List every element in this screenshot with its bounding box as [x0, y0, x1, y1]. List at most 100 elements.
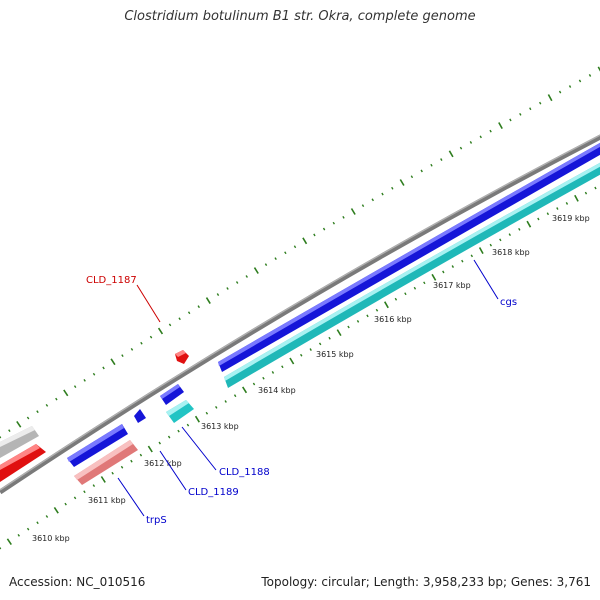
- inner-minor-tick: [252, 382, 256, 386]
- inner-minor-tick: [177, 429, 180, 433]
- outer-minor-tick: [558, 90, 562, 94]
- inner-minor-tick: [120, 465, 124, 469]
- outer-major-tick: [498, 122, 503, 129]
- outer-minor-tick: [73, 385, 77, 388]
- gene-label-cld-1187: CLD_1187: [86, 275, 137, 286]
- inner-minor-tick: [92, 484, 96, 487]
- inner-minor-tick: [375, 308, 379, 312]
- inner-major-tick: [147, 445, 153, 453]
- tick-label: 3613 kbp: [201, 422, 239, 431]
- inner-minor-tick: [271, 371, 275, 374]
- tick-label: 3617 kbp: [433, 281, 471, 290]
- inner-minor-tick: [300, 353, 303, 357]
- gene-trps: [74, 440, 138, 485]
- outer-minor-tick: [140, 341, 143, 345]
- leader-cld-1187: [136, 284, 161, 323]
- tick-label: 3611 kbp: [88, 496, 126, 505]
- accession-text: Accession: NC_010516: [9, 575, 146, 589]
- outer-minor-tick: [55, 397, 58, 401]
- inner-major-tick: [194, 415, 200, 423]
- outer-major-tick: [63, 389, 69, 397]
- inner-major-tick: [384, 301, 389, 309]
- outer-minor-tick: [102, 366, 105, 370]
- outer-minor-tick: [8, 429, 11, 432]
- inner-major-tick: [53, 506, 59, 514]
- outer-minor-tick: [313, 233, 316, 237]
- inner-minor-tick: [281, 365, 284, 369]
- inner-minor-tick: [205, 411, 209, 415]
- tick-label: 3610 kbp: [32, 534, 70, 543]
- inner-minor-tick: [366, 314, 369, 318]
- outer-major-tick: [597, 66, 600, 72]
- inner-minor-tick: [451, 265, 455, 268]
- gene-label-leaders: [117, 259, 499, 517]
- inner-minor-tick: [328, 336, 331, 340]
- backbone-line: [0, 134, 600, 495]
- gene-cld-1188: [166, 400, 194, 423]
- outer-minor-tick: [391, 186, 394, 190]
- inner-major-tick: [242, 386, 248, 394]
- outer-minor-tick: [168, 323, 172, 327]
- outer-minor-tick: [293, 245, 297, 249]
- outer-major-tick: [448, 150, 454, 158]
- inner-minor-tick: [26, 527, 30, 531]
- outer-minor-tick: [274, 257, 277, 260]
- gene-cld-1187: [175, 350, 189, 364]
- inner-minor-tick: [584, 191, 588, 195]
- outer-minor-tick: [284, 251, 287, 255]
- gene-blue-trps-fwd: [67, 424, 128, 467]
- outer-minor-tick: [489, 129, 492, 133]
- outer-major-tick: [350, 208, 356, 215]
- inner-major-tick: [6, 538, 12, 546]
- outer-minor-tick: [121, 354, 124, 357]
- forward-cds-long: [218, 142, 600, 372]
- gene-blue-small-a: [160, 384, 184, 405]
- outer-minor-tick: [26, 416, 30, 420]
- inner-minor-tick: [594, 186, 597, 190]
- inner-minor-tick: [167, 435, 171, 439]
- leader-cld-1188: [181, 426, 217, 471]
- tick-labels: 3610 kbp 3611 kbp 3612 kbp 3613 kbp 3614 kbp…: [32, 214, 590, 543]
- tick-label: 3619 kbp: [552, 214, 590, 223]
- inner-major-tick: [336, 329, 342, 337]
- tick-label: 3616 kbp: [374, 315, 412, 324]
- outer-minor-tick: [0, 435, 2, 439]
- inner-minor-tick: [83, 490, 86, 494]
- outer-minor-tick: [226, 287, 229, 290]
- tick-label: 3615 kbp: [316, 350, 354, 359]
- inner-minor-tick: [215, 406, 218, 409]
- inner-tick-ring: [0, 186, 597, 550]
- gene-red-left: [0, 444, 46, 482]
- outer-minor-tick: [83, 379, 86, 382]
- outer-minor-tick: [588, 74, 592, 77]
- outer-minor-tick: [264, 263, 268, 266]
- outer-major-tick: [110, 358, 116, 366]
- outer-minor-tick: [332, 221, 336, 225]
- inner-minor-tick: [470, 254, 474, 258]
- gene-gray-left: [0, 426, 39, 458]
- outer-minor-tick: [187, 311, 191, 315]
- outer-minor-tick: [36, 410, 39, 414]
- inner-minor-tick: [508, 233, 512, 237]
- inner-minor-tick: [186, 423, 190, 427]
- gene-label-trps: trpS: [146, 515, 167, 526]
- inner-minor-tick: [224, 400, 227, 403]
- outer-minor-tick: [410, 175, 414, 179]
- inner-minor-tick: [130, 459, 133, 463]
- inner-major-tick: [574, 194, 579, 202]
- leader-trps: [117, 477, 145, 517]
- outer-minor-tick: [578, 79, 582, 83]
- outer-minor-tick: [479, 135, 482, 139]
- inner-minor-tick: [347, 325, 350, 329]
- inner-minor-tick: [461, 259, 464, 263]
- inner-minor-tick: [17, 534, 20, 537]
- outer-major-tick: [253, 267, 259, 274]
- outer-minor-tick: [459, 146, 463, 150]
- gene-cld-1189: [134, 409, 146, 423]
- inner-minor-tick: [309, 348, 312, 351]
- outer-minor-tick: [509, 118, 512, 122]
- inner-minor-tick: [394, 297, 398, 301]
- outer-minor-tick: [322, 227, 326, 231]
